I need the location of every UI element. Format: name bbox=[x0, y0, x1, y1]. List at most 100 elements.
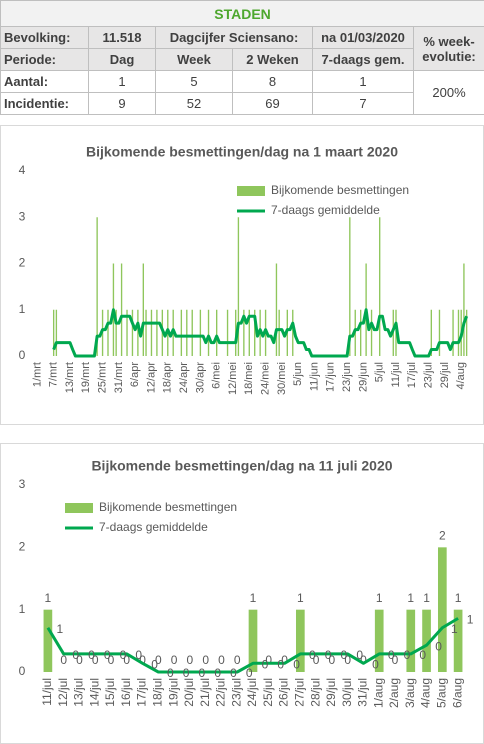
x-tick-label: 12/apr bbox=[145, 362, 157, 394]
bar bbox=[107, 309, 109, 356]
cell: 5 bbox=[155, 70, 233, 93]
bar bbox=[180, 309, 183, 356]
cell: Aantal: bbox=[0, 70, 89, 93]
y-tick-label: 0 bbox=[19, 664, 26, 678]
x-tick-label: 18/apr bbox=[162, 362, 174, 394]
x-tick-label: 12/jul bbox=[56, 678, 70, 707]
cell: 52 bbox=[155, 92, 233, 115]
data-label: 0 bbox=[120, 648, 127, 662]
bar bbox=[142, 263, 144, 356]
cell: Dag bbox=[88, 48, 156, 71]
x-tick-label: 5/aug bbox=[435, 678, 449, 708]
cell-text: evolutie: bbox=[422, 48, 476, 64]
x-tick-label: 7/mrt bbox=[48, 362, 60, 387]
data-label: 0 bbox=[341, 648, 348, 662]
data-label: 1 bbox=[467, 613, 474, 627]
data-label: 0 bbox=[265, 653, 272, 667]
chart-frame bbox=[0, 443, 484, 744]
data-label: 0 bbox=[199, 666, 206, 680]
x-tick-label: 15/jul bbox=[103, 678, 117, 707]
cell: 11.518 bbox=[88, 26, 156, 49]
data-label: 0 bbox=[135, 648, 142, 662]
x-tick-label: 6/mei bbox=[211, 362, 223, 389]
bar bbox=[452, 309, 454, 356]
bar bbox=[463, 263, 465, 356]
data-label: 0 bbox=[419, 648, 426, 662]
summary-table: STADEN Bevolking: 11.518 Dagcijfer Scien… bbox=[0, 0, 484, 115]
data-label: 0 bbox=[92, 653, 99, 667]
data-label: 0 bbox=[72, 648, 79, 662]
data-label: 0 bbox=[108, 653, 115, 667]
data-label: 1 bbox=[57, 622, 64, 636]
x-tick-label: 11/jul bbox=[390, 362, 402, 387]
x-tick-label: 16/jul bbox=[119, 678, 133, 707]
bar bbox=[96, 217, 98, 356]
chart-frame bbox=[0, 125, 484, 425]
bar bbox=[465, 309, 468, 356]
cell: na 01/03/2020 bbox=[312, 26, 414, 49]
table-title: STADEN bbox=[0, 0, 484, 27]
x-tick-label: 24/apr bbox=[178, 362, 190, 394]
bar bbox=[360, 309, 362, 356]
x-tick-label: 18/mei bbox=[243, 362, 255, 395]
x-tick-label: 29/jul bbox=[439, 362, 451, 388]
data-label: 0 bbox=[293, 657, 300, 671]
data-label: 1 bbox=[376, 591, 383, 605]
data-label: 0 bbox=[167, 666, 174, 680]
data-label: 0 bbox=[76, 653, 83, 667]
bar bbox=[248, 609, 258, 672]
data-label: 0 bbox=[183, 666, 190, 680]
legend-swatch bbox=[65, 503, 93, 513]
x-tick-label: 17/jul bbox=[406, 362, 418, 388]
x-tick-label: 6/apr bbox=[129, 362, 141, 387]
chart-title: Bijkomende besmettingen/dag na 1 maart 2… bbox=[86, 144, 398, 160]
x-tick-label: 17/jul bbox=[135, 678, 149, 707]
y-tick-label: 2 bbox=[19, 256, 26, 270]
x-tick-label: 27/jul bbox=[293, 678, 307, 707]
data-label: 0 bbox=[313, 653, 320, 667]
bar bbox=[406, 609, 416, 672]
bar bbox=[349, 217, 351, 356]
x-tick-label: 29/jul bbox=[324, 678, 338, 707]
x-tick-label: 12/mei bbox=[227, 362, 239, 395]
bar bbox=[457, 309, 460, 356]
x-tick-label: 20/jul bbox=[182, 678, 196, 707]
x-tick-label: 11/jun bbox=[308, 362, 320, 391]
x-tick-label: 31/mrt bbox=[113, 362, 125, 393]
cell: 7-daags gem. bbox=[312, 48, 414, 71]
x-tick-label: 23/jul bbox=[423, 362, 435, 388]
data-label: 1 bbox=[455, 591, 462, 605]
legend-swatch bbox=[237, 186, 265, 196]
bar bbox=[379, 217, 381, 356]
x-tick-label: 1/aug bbox=[371, 678, 385, 708]
cell: Incidentie: bbox=[0, 92, 89, 115]
data-label: 0 bbox=[123, 653, 130, 667]
x-tick-label: 30/jul bbox=[340, 678, 354, 707]
x-tick-label: 26/jul bbox=[277, 678, 291, 707]
bar bbox=[254, 309, 256, 356]
y-tick-label: 3 bbox=[19, 209, 26, 223]
bar bbox=[237, 217, 240, 356]
x-tick-label: 30/mei bbox=[276, 362, 288, 395]
x-tick-label: 22/jul bbox=[214, 678, 228, 707]
x-tick-label: 18/jul bbox=[151, 678, 165, 707]
x-tick-label: 31/jul bbox=[356, 678, 370, 707]
data-label: 0 bbox=[218, 653, 225, 667]
bar bbox=[126, 309, 128, 356]
bar bbox=[43, 609, 53, 672]
data-label: 0 bbox=[214, 666, 221, 680]
x-tick-label: 25/mrt bbox=[96, 362, 108, 393]
data-label: 2 bbox=[439, 529, 446, 543]
x-tick-label: 21/jul bbox=[198, 678, 212, 707]
line bbox=[46, 617, 459, 674]
data-label: 0 bbox=[60, 653, 67, 667]
bar bbox=[55, 309, 58, 356]
data-label: 0 bbox=[234, 653, 241, 667]
cell-text: % week- bbox=[423, 33, 475, 49]
legend-label: Bijkomende besmettingen bbox=[99, 500, 237, 514]
y-tick-label: 2 bbox=[19, 540, 26, 554]
bar bbox=[243, 309, 245, 356]
data-label: 0 bbox=[262, 657, 269, 671]
x-tick-label: 23/jun bbox=[341, 362, 353, 392]
data-label: 0 bbox=[139, 653, 146, 667]
